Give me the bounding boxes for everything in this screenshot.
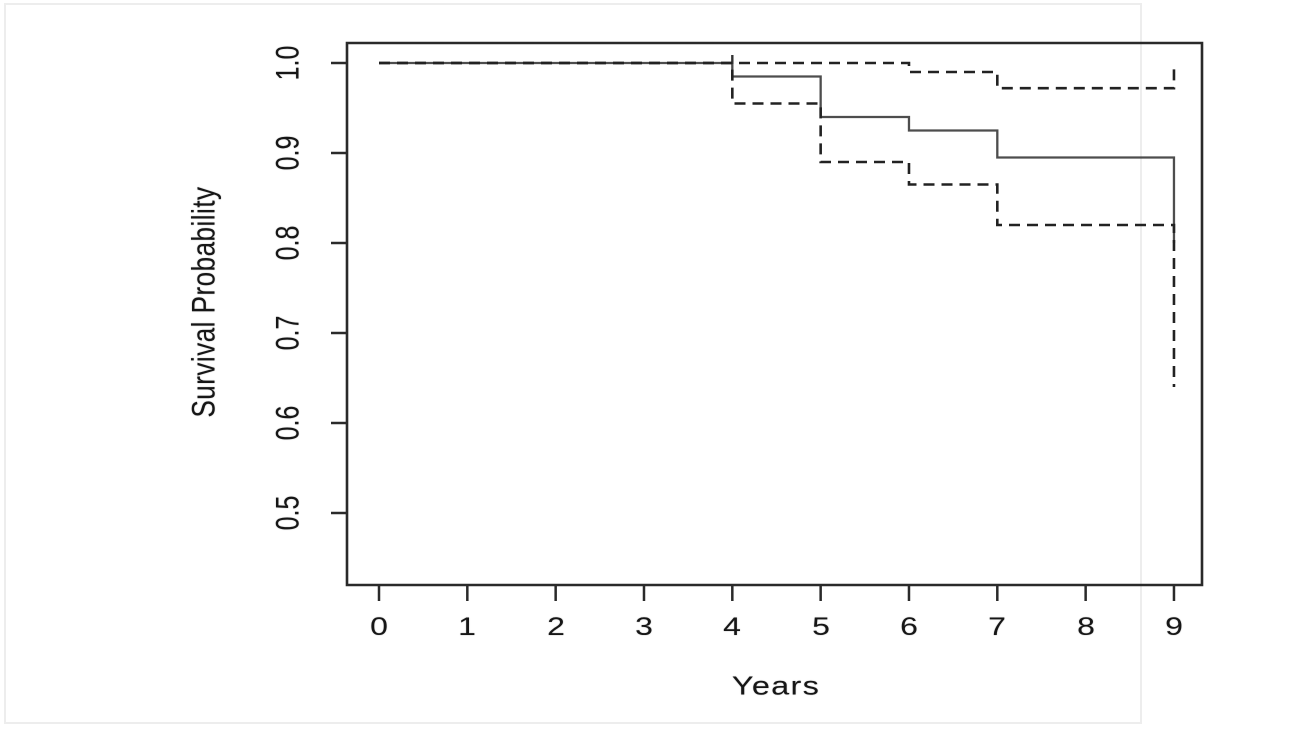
- x-tick-label: 0: [370, 613, 388, 641]
- y-axis-title: Survival Probability: [184, 186, 223, 418]
- y-tick-label: 0.8: [270, 225, 307, 261]
- y-tick-label: 0.5: [270, 495, 307, 531]
- x-axis-tick-marks: [377, 585, 1176, 601]
- x-tick-label: 3: [635, 613, 653, 641]
- curve-lower_95_ci: [379, 61, 1176, 387]
- x-tick-label: 2: [546, 613, 565, 641]
- y-tick-label: 0.7: [270, 315, 307, 351]
- x-axis-title: Years: [731, 670, 821, 701]
- curve-survival_estimate: [379, 61, 1176, 243]
- x-tick-label: 7: [988, 613, 1007, 641]
- x-tick-label: 1: [458, 613, 477, 641]
- curve-upper_95_ci: [379, 61, 1176, 90]
- y-tick-label: 0.6: [270, 405, 307, 441]
- x-tick-label: 8: [1076, 613, 1095, 641]
- plot-box: [345, 41, 1204, 587]
- x-tick-label: 5: [811, 613, 830, 641]
- page-edge-artifact: [4, 3, 1142, 724]
- y-tick-label: 1.0: [270, 45, 307, 81]
- x-tick-label: 6: [900, 613, 918, 641]
- x-tick-label: 9: [1165, 613, 1183, 641]
- y-tick-label: 0.9: [270, 135, 307, 171]
- x-tick-label: 4: [723, 613, 742, 641]
- y-axis-tick-marks: [331, 61, 347, 515]
